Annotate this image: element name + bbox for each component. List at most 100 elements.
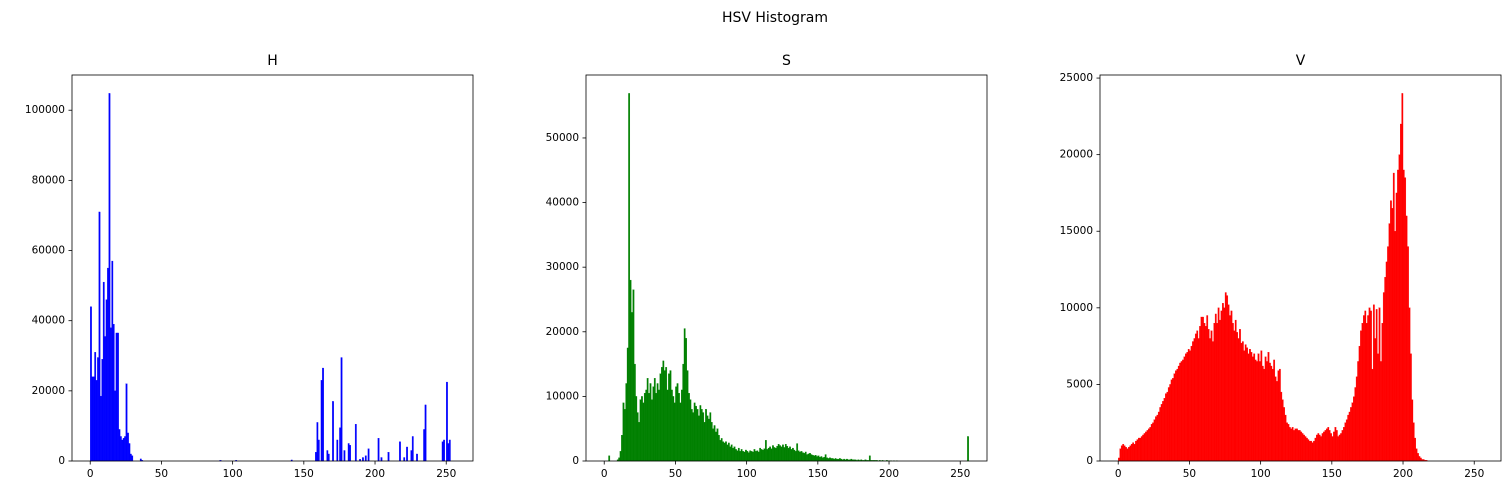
bar [328,454,329,461]
bar [791,449,792,461]
bar [688,393,689,461]
bar [633,290,634,461]
bar [317,422,318,461]
bar [90,307,91,461]
bar [693,413,694,461]
bar [1174,374,1175,461]
bar [1396,193,1397,461]
bar [406,447,407,461]
bar [637,413,638,461]
bar [717,429,718,461]
bar [1185,354,1186,461]
bar [788,448,789,461]
bar [967,436,968,461]
bar [777,446,778,461]
bar [339,428,340,461]
bar [1282,400,1283,461]
bar [96,380,97,461]
bar [754,449,755,461]
bar [1373,305,1374,461]
bar [442,442,443,461]
bar [1349,412,1350,461]
bar [671,390,672,461]
bar [657,383,658,461]
bar [1187,352,1188,461]
bar [1325,430,1326,461]
bar [1278,371,1279,461]
bar [702,413,703,461]
x-tick-label: 200 [1393,468,1413,480]
bar [764,449,765,461]
bar [1198,338,1199,461]
bar [674,403,675,461]
y-tick-label: 30000 [546,261,579,273]
bar [806,455,807,461]
bar [1188,349,1189,461]
bar [808,454,809,461]
x-tick-label: 250 [1464,468,1484,480]
bar [785,444,786,461]
y-tick-label: 60000 [32,245,65,257]
bar [1362,323,1363,461]
bar [1303,435,1304,461]
bar [1320,436,1321,461]
bar [1255,360,1256,461]
y-tick-label: 20000 [32,385,65,397]
x-tick-label: 100 [1251,468,1271,480]
bar [781,447,782,461]
bar [651,400,652,461]
bar [1178,366,1179,461]
bar [381,457,382,461]
bar [1363,315,1364,461]
bar [814,456,815,461]
bar [1399,155,1400,461]
x-tick-label: 0 [601,468,608,480]
bar [97,358,98,461]
bar [1256,361,1257,461]
bar [694,403,695,461]
bar [1365,311,1366,461]
bar [684,329,685,461]
x-tick-label: 50 [669,468,682,480]
bar [816,456,817,461]
bar [1400,124,1401,461]
bar [1420,458,1421,461]
bar [1127,449,1128,461]
bar [722,442,723,461]
bar [1252,357,1253,461]
bar [805,452,806,461]
bar [765,440,766,461]
bar [1259,361,1260,461]
bar [1171,380,1172,461]
bar [715,432,716,461]
bar [757,451,758,461]
bar [660,374,661,461]
bar [1367,315,1368,461]
bar [721,438,722,461]
bar [1165,394,1166,461]
bar [789,447,790,461]
bar [1245,345,1246,461]
bar [1231,311,1232,461]
bar [752,452,753,461]
bar [109,93,110,461]
y-tick-label: 25000 [1060,72,1093,84]
bar [1234,331,1235,461]
bar [681,390,682,461]
bar [1197,331,1198,461]
bar [1229,315,1230,461]
bar [744,452,745,461]
bar [675,387,676,461]
bar [1211,331,1212,461]
x-tick-label: 50 [155,468,168,480]
bar [812,455,813,461]
bar [1336,430,1337,461]
bar [1215,314,1216,461]
bar [423,429,424,461]
bar [1181,361,1182,461]
bar [117,333,118,461]
bar [1276,381,1277,461]
bar [759,448,760,461]
bar [1402,93,1403,461]
bar [378,438,379,461]
